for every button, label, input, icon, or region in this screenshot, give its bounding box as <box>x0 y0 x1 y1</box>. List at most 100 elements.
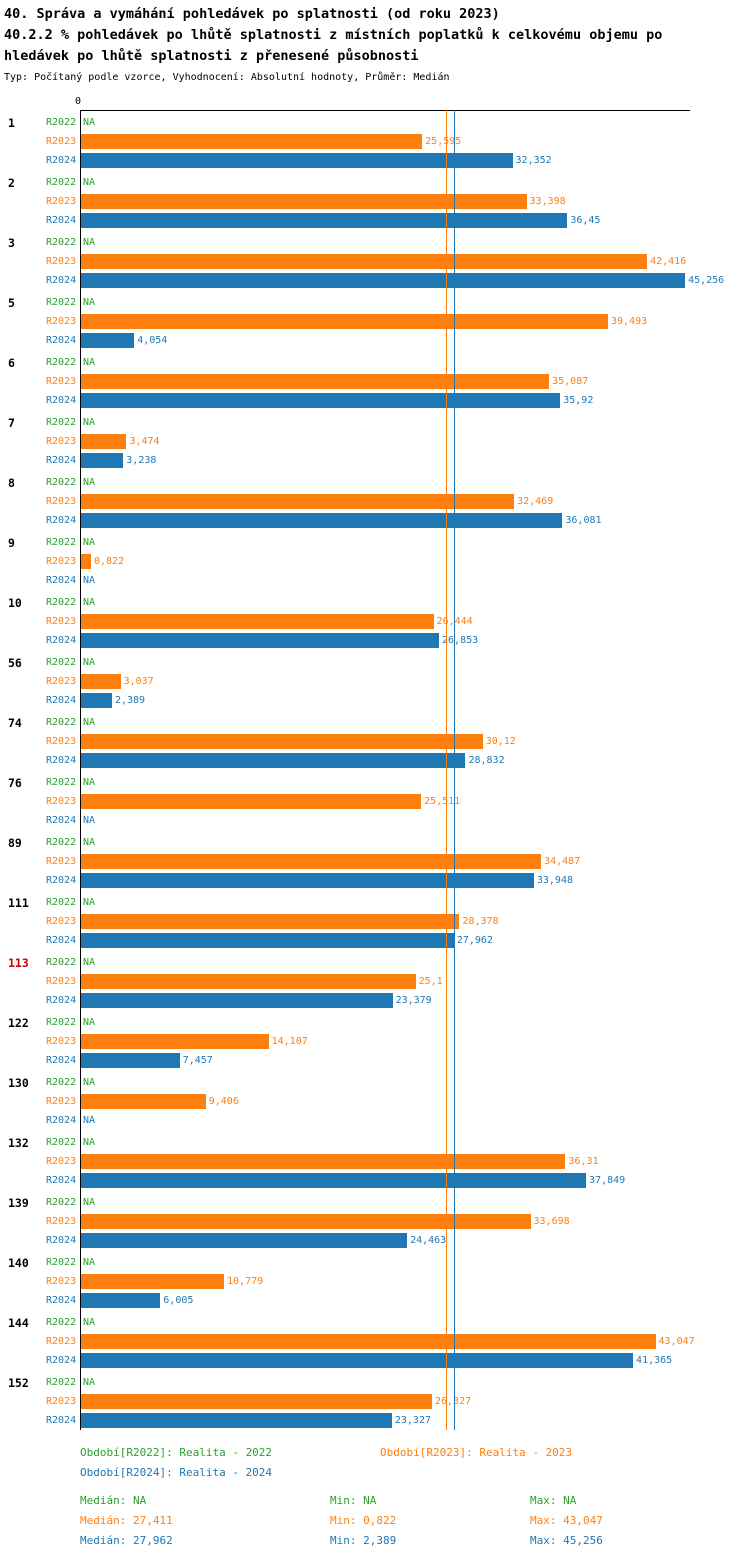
series-label: R2024 <box>46 1115 77 1126</box>
bar-r2024 <box>80 693 112 708</box>
chart-group-5: 5 R2022 NA R2023 39,493 R2024 4,054 <box>0 293 750 350</box>
value-label: 33,948 <box>536 875 573 886</box>
group-id-label: 2 <box>8 175 15 190</box>
chart-row: R2024 7,457 <box>0 1051 750 1070</box>
chart-row: R2023 43,047 <box>0 1332 750 1351</box>
series-label: R2024 <box>46 455 77 466</box>
series-label: R2024 <box>46 935 77 946</box>
bar-r2023 <box>80 314 609 329</box>
bar-area: NA <box>80 811 750 830</box>
value-label: NA <box>83 777 96 788</box>
value-label: 45,256 <box>688 275 725 286</box>
bar-area: 36,31 <box>80 1152 750 1171</box>
series-label: R2024 <box>46 515 77 526</box>
series-label: R2024 <box>46 215 77 226</box>
chart-row: 130 R2022 NA <box>0 1073 750 1092</box>
chart-row: 5 R2022 NA <box>0 293 750 312</box>
chart-row: 10 R2022 NA <box>0 593 750 612</box>
chart-row: R2024 NA <box>0 1111 750 1130</box>
bar-r2023 <box>80 794 422 809</box>
value-label: NA <box>83 357 96 368</box>
legend-item-r2022: Období[R2022]: Realita - 2022 <box>80 1446 273 1459</box>
chart-row: R2024 26,853 <box>0 631 750 650</box>
group-id-label: 144 <box>8 1315 29 1330</box>
value-label: NA <box>83 1017 96 1028</box>
bar-r2024 <box>80 753 466 768</box>
series-label: R2022 <box>46 717 77 728</box>
chart-row: 8 R2022 NA <box>0 473 750 492</box>
bar-r2023 <box>80 1214 531 1229</box>
series-label: R2022 <box>46 417 77 428</box>
chart-row: R2023 25,1 <box>0 972 750 991</box>
bar-area: 41,365 <box>80 1351 750 1370</box>
value-label: 26,853 <box>442 635 479 646</box>
chart-row: R2023 10,779 <box>0 1272 750 1291</box>
chart-row: R2024 37,849 <box>0 1171 750 1190</box>
chart-row: R2023 35,087 <box>0 372 750 391</box>
group-id-label: 152 <box>8 1375 29 1390</box>
chart-legend: Období[R2022]: Realita - 2022 Období[R20… <box>0 1444 750 1484</box>
bar-area: 35,087 <box>80 372 750 391</box>
series-label: R2022 <box>46 897 77 908</box>
bar-area: NA <box>80 413 750 432</box>
bar-area: 25,1 <box>80 972 750 991</box>
series-label: R2023 <box>46 976 77 987</box>
group-id-label: 3 <box>8 235 15 250</box>
value-label: 2,389 <box>114 695 146 706</box>
bar-r2024 <box>80 933 454 948</box>
stats-row-r2022: Medián: NA Min: NA Max: NA <box>0 1490 750 1510</box>
chart-row: 144 R2022 NA <box>0 1313 750 1332</box>
bar-r2024 <box>80 1353 634 1368</box>
series-label: R2023 <box>46 916 77 927</box>
chart-row: R2023 14,107 <box>0 1032 750 1051</box>
value-label: 26,327 <box>435 1396 471 1407</box>
chart-group-9: 9 R2022 NA R2023 0,822 R2024 NA <box>0 533 750 590</box>
value-label: 28,832 <box>468 755 505 766</box>
bar-r2023 <box>80 134 423 149</box>
chart-row: 113 R2022 NA <box>0 953 750 972</box>
chart-row: R2023 0,822 <box>0 552 750 571</box>
bar-r2024 <box>80 1173 587 1188</box>
chart-row: 2 R2022 NA <box>0 173 750 192</box>
series-label: R2022 <box>46 117 77 128</box>
value-label: 27,962 <box>456 935 493 946</box>
max-value-r2022: Max: NA <box>530 1493 577 1507</box>
chart-row: 3 R2022 NA <box>0 233 750 252</box>
series-label: R2022 <box>46 1317 77 1328</box>
series-label: R2024 <box>46 335 77 346</box>
bar-r2023 <box>80 554 91 569</box>
value-label: NA <box>83 657 96 668</box>
bar-r2023 <box>80 494 515 509</box>
value-label: 35,92 <box>563 395 594 406</box>
group-id-label: 9 <box>8 535 15 550</box>
chart-group-7: 7 R2022 NA R2023 3,474 R2024 3,238 <box>0 413 750 470</box>
bar-area: 34,487 <box>80 852 750 871</box>
chart-plot-area: 1 R2022 NA R2023 25,595 R2024 32,352 2 R2022 NA R2… <box>0 110 750 1430</box>
value-label: 35,087 <box>552 376 589 387</box>
value-label: 33,398 <box>529 196 566 207</box>
bar-r2023 <box>80 254 648 269</box>
bar-area: 27,962 <box>80 931 750 950</box>
bar-r2023 <box>80 434 127 449</box>
value-label: NA <box>83 1257 96 1268</box>
series-label: R2023 <box>46 436 77 447</box>
group-id-label: 89 <box>8 835 22 850</box>
chart-row: R2024 24,463 <box>0 1231 750 1250</box>
value-label: 42,416 <box>650 256 687 267</box>
value-label: 25,1 <box>418 976 443 987</box>
bar-area: 26,444 <box>80 612 750 631</box>
value-label: 10,779 <box>227 1276 264 1287</box>
series-label: R2023 <box>46 1216 77 1227</box>
series-label: R2022 <box>46 837 77 848</box>
bar-area: NA <box>80 893 750 912</box>
bar-r2024 <box>80 333 135 348</box>
max-value-r2024: Max: 45,256 <box>530 1533 603 1547</box>
bar-area: NA <box>80 233 750 252</box>
series-label: R2022 <box>46 1377 77 1388</box>
bar-area: 35,92 <box>80 391 750 410</box>
bar-r2024 <box>80 873 534 888</box>
group-id-label: 140 <box>8 1255 29 1270</box>
series-label: R2022 <box>46 237 77 248</box>
value-label: 28,378 <box>462 916 499 927</box>
series-label: R2022 <box>46 477 77 488</box>
